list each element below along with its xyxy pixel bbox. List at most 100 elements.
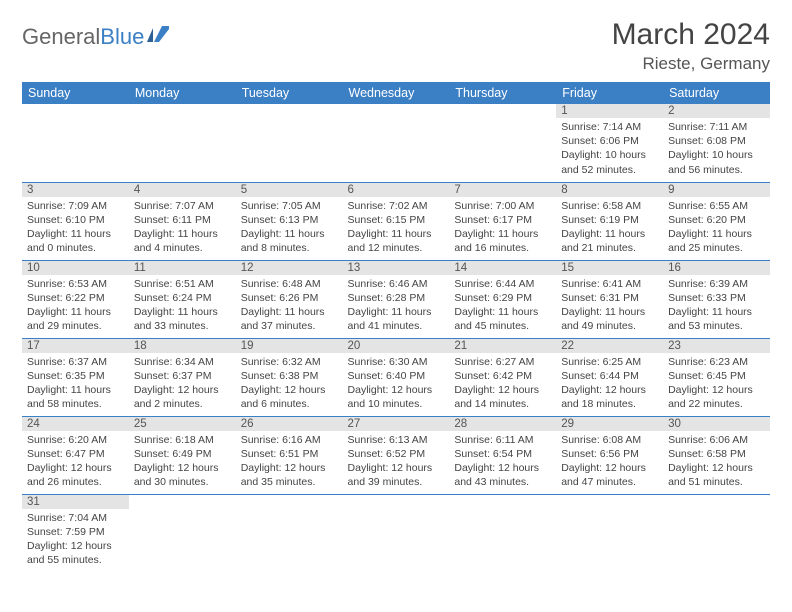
calendar-cell: 22Sunrise: 6:25 AMSunset: 6:44 PMDayligh… xyxy=(556,338,663,416)
day-header: Friday xyxy=(556,82,663,104)
calendar-cell: 2Sunrise: 7:11 AMSunset: 6:08 PMDaylight… xyxy=(663,104,770,182)
day-info-line: Sunset: 6:51 PM xyxy=(241,447,338,461)
calendar-cell xyxy=(343,104,450,182)
day-header: Wednesday xyxy=(343,82,450,104)
flag-icon xyxy=(147,26,169,42)
day-number: 15 xyxy=(556,261,663,275)
day-info-line: Sunset: 6:37 PM xyxy=(134,369,231,383)
day-number: 20 xyxy=(343,339,450,353)
day-info-line: Sunset: 7:59 PM xyxy=(27,525,124,539)
calendar-cell xyxy=(236,104,343,182)
day-info: Sunrise: 6:25 AMSunset: 6:44 PMDaylight:… xyxy=(556,353,663,415)
logo: GeneralBlue xyxy=(22,24,169,50)
day-info: Sunrise: 6:16 AMSunset: 6:51 PMDaylight:… xyxy=(236,431,343,493)
day-number: 25 xyxy=(129,417,236,431)
calendar-cell: 16Sunrise: 6:39 AMSunset: 6:33 PMDayligh… xyxy=(663,260,770,338)
day-info-line: and 33 minutes. xyxy=(134,319,231,333)
logo-text-2: Blue xyxy=(100,24,144,50)
day-number: 11 xyxy=(129,261,236,275)
calendar-cell xyxy=(663,494,770,572)
day-info-line: and 22 minutes. xyxy=(668,397,765,411)
day-number: 12 xyxy=(236,261,343,275)
day-info-line: Daylight: 12 hours xyxy=(134,461,231,475)
calendar-cell: 3Sunrise: 7:09 AMSunset: 6:10 PMDaylight… xyxy=(22,182,129,260)
day-info: Sunrise: 6:53 AMSunset: 6:22 PMDaylight:… xyxy=(22,275,129,337)
location: Rieste, Germany xyxy=(612,54,770,74)
day-info-line: Sunset: 6:58 PM xyxy=(668,447,765,461)
day-number: 30 xyxy=(663,417,770,431)
day-info-line: Sunrise: 6:23 AM xyxy=(668,355,765,369)
calendar-cell: 13Sunrise: 6:46 AMSunset: 6:28 PMDayligh… xyxy=(343,260,450,338)
day-info-line: and 55 minutes. xyxy=(27,553,124,567)
day-info-line: and 41 minutes. xyxy=(348,319,445,333)
day-info-line: Daylight: 12 hours xyxy=(27,461,124,475)
day-info-line: Sunrise: 7:09 AM xyxy=(27,199,124,213)
day-info-line: Daylight: 11 hours xyxy=(348,227,445,241)
calendar-cell: 4Sunrise: 7:07 AMSunset: 6:11 PMDaylight… xyxy=(129,182,236,260)
calendar-row: 10Sunrise: 6:53 AMSunset: 6:22 PMDayligh… xyxy=(22,260,770,338)
day-info-line: Sunrise: 6:25 AM xyxy=(561,355,658,369)
day-info-line: and 47 minutes. xyxy=(561,475,658,489)
day-header: Tuesday xyxy=(236,82,343,104)
day-info-line: Daylight: 11 hours xyxy=(134,305,231,319)
calendar-cell xyxy=(556,494,663,572)
header: GeneralBlue March 2024 Rieste, Germany xyxy=(22,18,770,74)
day-header: Thursday xyxy=(449,82,556,104)
day-number: 21 xyxy=(449,339,556,353)
calendar-cell: 11Sunrise: 6:51 AMSunset: 6:24 PMDayligh… xyxy=(129,260,236,338)
day-info-line: and 25 minutes. xyxy=(668,241,765,255)
day-info-line: Sunrise: 7:14 AM xyxy=(561,120,658,134)
day-info-line: Sunset: 6:45 PM xyxy=(668,369,765,383)
day-info-line: and 49 minutes. xyxy=(561,319,658,333)
day-number: 27 xyxy=(343,417,450,431)
day-info: Sunrise: 6:13 AMSunset: 6:52 PMDaylight:… xyxy=(343,431,450,493)
day-info-line: Sunrise: 6:34 AM xyxy=(134,355,231,369)
day-info-line: Sunrise: 6:08 AM xyxy=(561,433,658,447)
day-info-line: Daylight: 10 hours xyxy=(561,148,658,162)
day-info: Sunrise: 6:18 AMSunset: 6:49 PMDaylight:… xyxy=(129,431,236,493)
day-info-line: Sunrise: 6:58 AM xyxy=(561,199,658,213)
month-title: March 2024 xyxy=(612,18,770,52)
day-info-line: Sunset: 6:40 PM xyxy=(348,369,445,383)
day-info-line: Sunset: 6:11 PM xyxy=(134,213,231,227)
day-info: Sunrise: 7:14 AMSunset: 6:06 PMDaylight:… xyxy=(556,118,663,180)
title-block: March 2024 Rieste, Germany xyxy=(612,18,770,74)
calendar-cell: 29Sunrise: 6:08 AMSunset: 6:56 PMDayligh… xyxy=(556,416,663,494)
day-info-line: Sunset: 6:44 PM xyxy=(561,369,658,383)
day-info-line: Sunset: 6:29 PM xyxy=(454,291,551,305)
day-info: Sunrise: 6:06 AMSunset: 6:58 PMDaylight:… xyxy=(663,431,770,493)
day-info-line: Sunrise: 7:05 AM xyxy=(241,199,338,213)
calendar-cell: 19Sunrise: 6:32 AMSunset: 6:38 PMDayligh… xyxy=(236,338,343,416)
day-info: Sunrise: 6:46 AMSunset: 6:28 PMDaylight:… xyxy=(343,275,450,337)
day-info-line: Sunrise: 6:39 AM xyxy=(668,277,765,291)
day-info-line: and 14 minutes. xyxy=(454,397,551,411)
day-info-line: and 45 minutes. xyxy=(454,319,551,333)
calendar-row: 1Sunrise: 7:14 AMSunset: 6:06 PMDaylight… xyxy=(22,104,770,182)
day-info-line: Daylight: 12 hours xyxy=(348,383,445,397)
calendar-cell: 26Sunrise: 6:16 AMSunset: 6:51 PMDayligh… xyxy=(236,416,343,494)
day-number: 2 xyxy=(663,104,770,118)
day-info-line: Sunrise: 6:37 AM xyxy=(27,355,124,369)
day-info-line: Daylight: 11 hours xyxy=(241,305,338,319)
calendar-row: 3Sunrise: 7:09 AMSunset: 6:10 PMDaylight… xyxy=(22,182,770,260)
calendar-cell: 14Sunrise: 6:44 AMSunset: 6:29 PMDayligh… xyxy=(449,260,556,338)
day-info: Sunrise: 6:11 AMSunset: 6:54 PMDaylight:… xyxy=(449,431,556,493)
day-info-line: and 52 minutes. xyxy=(561,163,658,177)
calendar-cell: 9Sunrise: 6:55 AMSunset: 6:20 PMDaylight… xyxy=(663,182,770,260)
day-info-line: Sunset: 6:38 PM xyxy=(241,369,338,383)
day-info-line: Daylight: 12 hours xyxy=(454,461,551,475)
day-info-line: and 37 minutes. xyxy=(241,319,338,333)
day-info-line: Sunrise: 6:53 AM xyxy=(27,277,124,291)
day-info-line: Daylight: 10 hours xyxy=(668,148,765,162)
calendar-cell: 18Sunrise: 6:34 AMSunset: 6:37 PMDayligh… xyxy=(129,338,236,416)
day-header-row: Sunday Monday Tuesday Wednesday Thursday… xyxy=(22,82,770,104)
day-info-line: Daylight: 11 hours xyxy=(454,305,551,319)
calendar-cell: 28Sunrise: 6:11 AMSunset: 6:54 PMDayligh… xyxy=(449,416,556,494)
day-info-line: Sunrise: 6:27 AM xyxy=(454,355,551,369)
day-info-line: and 16 minutes. xyxy=(454,241,551,255)
day-number: 16 xyxy=(663,261,770,275)
calendar-cell: 1Sunrise: 7:14 AMSunset: 6:06 PMDaylight… xyxy=(556,104,663,182)
day-info-line: Daylight: 11 hours xyxy=(241,227,338,241)
calendar-cell: 5Sunrise: 7:05 AMSunset: 6:13 PMDaylight… xyxy=(236,182,343,260)
calendar-cell: 15Sunrise: 6:41 AMSunset: 6:31 PMDayligh… xyxy=(556,260,663,338)
